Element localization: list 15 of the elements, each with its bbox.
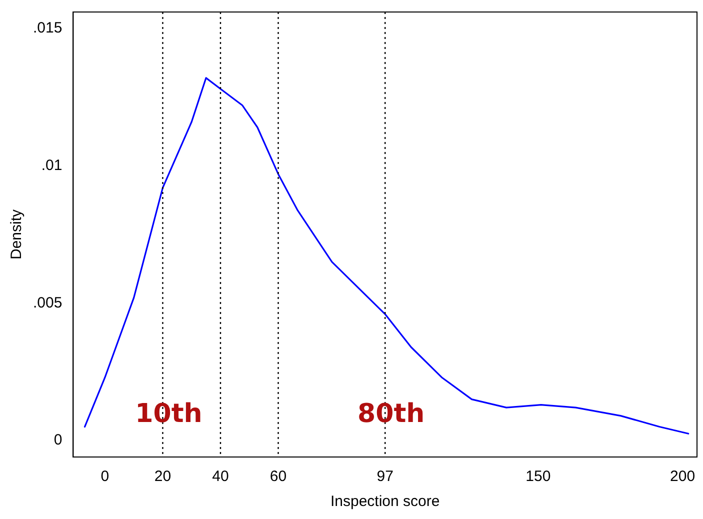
x-tick-label: 60 [270,468,287,486]
x-tick-label: 200 [670,468,696,486]
x-tick-label: 150 [526,468,551,486]
y-tick-label: .01 [41,156,62,174]
x-tick-label: 40 [212,468,229,486]
y-axis-title: Density [8,209,26,260]
y-tick-label: .015 [32,20,62,37]
y-tick-label: 0 [54,432,62,449]
ref-line-label: 80th [358,398,425,429]
ref-line-label: 10th [135,398,202,429]
x-tick-label: 97 [376,468,394,486]
y-tick-label: .005 [32,294,62,312]
x-axis-title: Inspection score [330,493,440,510]
x-tick-label: 20 [154,468,172,486]
x-tick-label: 0 [100,468,110,486]
